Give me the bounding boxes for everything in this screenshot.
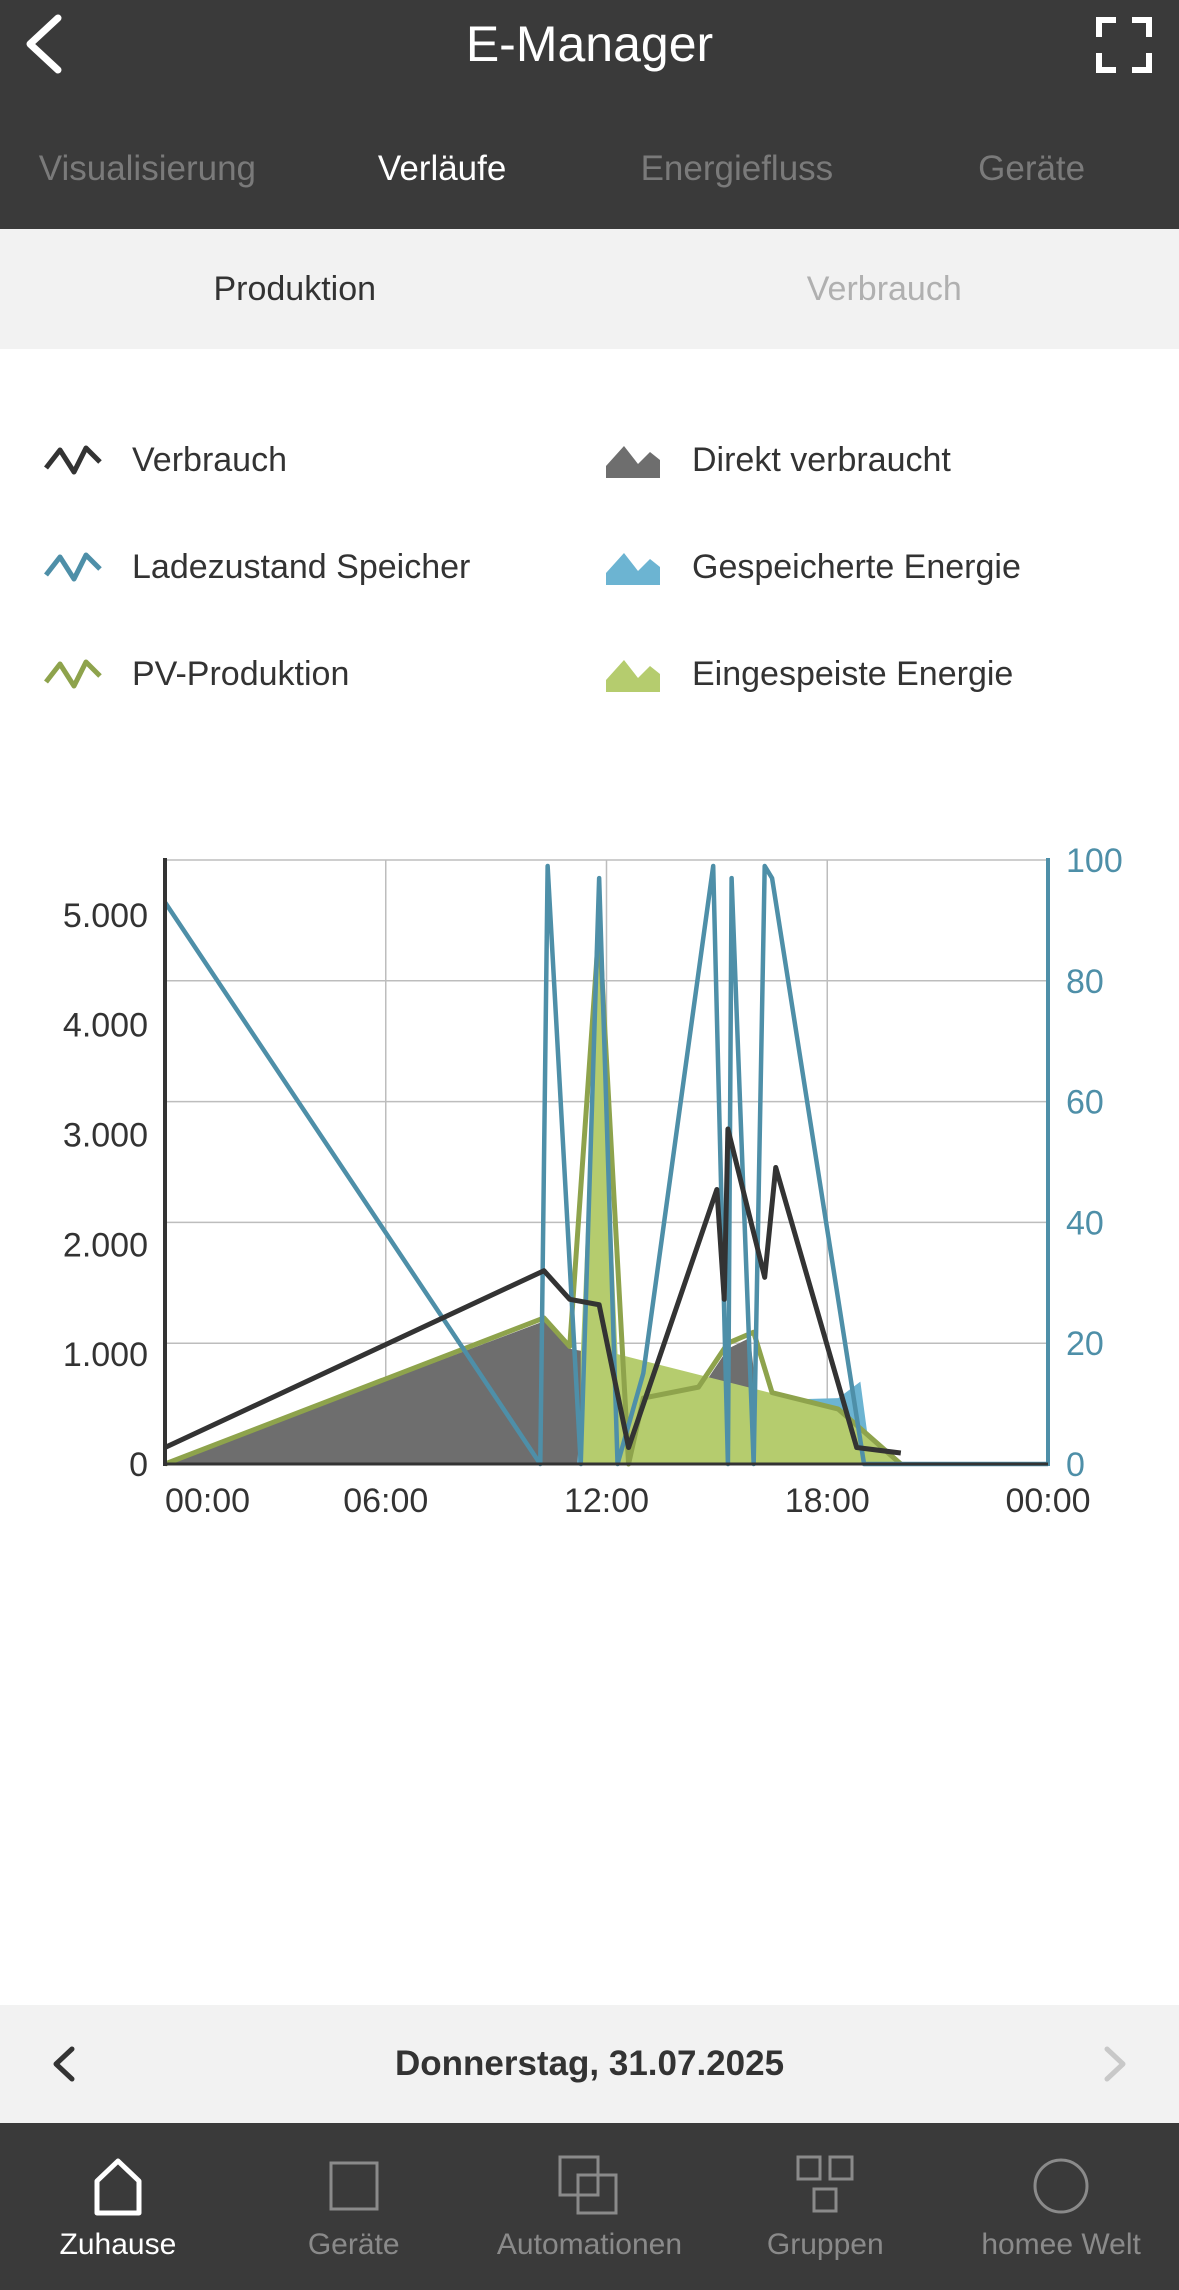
nav-geraete[interactable]: Geräte: [236, 2123, 472, 2290]
y-right-tick-label: 40: [1066, 1204, 1104, 1242]
date-navigation: Donnerstag, 31.07.2025: [0, 2005, 1179, 2123]
x-tick-label: 00:00: [1005, 1482, 1090, 1520]
sub-tabs: Produktion Verbrauch: [0, 229, 1179, 349]
legend-label: Gespeicherte Energie: [692, 547, 1021, 586]
chevron-left-icon: [26, 14, 62, 74]
legend-label: Ladezustand Speicher: [132, 547, 471, 586]
legend-label: Direkt verbraucht: [692, 440, 951, 479]
legend-label: PV-Produktion: [132, 654, 350, 693]
line-series-icon: [44, 552, 102, 582]
tab-energiefluss[interactable]: Energiefluss: [640, 149, 834, 188]
x-tick-label: 06:00: [343, 1482, 428, 1520]
page-title: E-Manager: [465, 16, 714, 72]
y-right-tick-label: 100: [1066, 842, 1123, 880]
tab-geraete[interactable]: Geräte: [978, 149, 1086, 188]
tab-visualisierung[interactable]: Visualisierung: [38, 149, 256, 188]
line-series-icon: [44, 445, 102, 475]
area-series-icon: [606, 446, 660, 478]
legend-label: Eingespeiste Energie: [692, 654, 1014, 693]
nav-homee-welt[interactable]: homee Welt: [943, 2123, 1179, 2290]
previous-day-button[interactable]: [40, 2039, 90, 2089]
nav-automationen[interactable]: Automationen: [472, 2123, 708, 2290]
line-series-icon: [44, 659, 102, 689]
y-left-tick-label: 4.000: [63, 1007, 148, 1045]
legend-item-eingespeiste-energie[interactable]: Eingespeiste Energie: [604, 644, 1013, 704]
nav-gruppen[interactable]: Gruppen: [707, 2123, 943, 2290]
line-series-verbrauch: [163, 1126, 902, 1456]
x-tick-label: 00:00: [165, 1482, 250, 1520]
chevron-left-icon: [53, 2046, 75, 2082]
legend-item-ladezustand[interactable]: Ladezustand Speicher: [44, 537, 470, 597]
energy-chart[interactable]: 0 1.000 2.000 3.000 4.000 5.000 0 20 40 60 80 100 00…: [0, 830, 1179, 1530]
nav-label: Zuhause: [59, 2228, 177, 2261]
y-left-tick-label: 2.000: [63, 1226, 148, 1264]
subtab-produktion[interactable]: Produktion: [213, 270, 377, 308]
device-icon: [329, 2161, 379, 2211]
x-tick-label: 12:00: [564, 1482, 649, 1520]
line-series-ladezustand-speicher: [163, 863, 1048, 1467]
y-right-tick-label: 60: [1066, 1084, 1104, 1122]
nav-label: Automationen: [496, 2228, 683, 2261]
fullscreen-button[interactable]: [1089, 10, 1159, 80]
line-series-pv-produktion: [164, 923, 903, 1467]
bottom-navigation: Zuhause Geräte Automationen Gruppen home…: [0, 2123, 1179, 2290]
legend-item-gespeicherte-energie[interactable]: Gespeicherte Energie: [604, 537, 1021, 597]
main-tabs: Visualisierung Verläufe Energiefluss Ger…: [0, 136, 1179, 202]
subtab-verbrauch[interactable]: Verbrauch: [806, 270, 962, 308]
chart-canvas: 0 1.000 2.000 3.000 4.000 5.000 0 20 40 60 80 100 00…: [63, 842, 1123, 1520]
automation-icon: [558, 2155, 618, 2215]
nav-label: homee Welt: [981, 2228, 1141, 2261]
world-icon: [1033, 2158, 1089, 2214]
nav-label: Geräte: [307, 2228, 400, 2261]
nav-zuhause[interactable]: Zuhause: [0, 2123, 236, 2290]
x-tick-label: 18:00: [785, 1482, 870, 1520]
y-left-tick-label: 3.000: [63, 1117, 148, 1155]
home-icon: [94, 2158, 142, 2216]
area-series-icon: [606, 553, 660, 585]
nav-label: Gruppen: [766, 2228, 884, 2261]
app-header: E-Manager Visualisierung Verläufe Energi…: [0, 0, 1179, 229]
y-right-tick-label: 20: [1066, 1325, 1104, 1363]
back-button[interactable]: [18, 10, 88, 80]
area-series-icon: [606, 660, 660, 692]
chevron-right-icon: [1104, 2046, 1126, 2082]
y-left-tick-label: 5.000: [63, 897, 148, 935]
groups-icon: [796, 2155, 854, 2213]
legend-label: Verbrauch: [132, 440, 287, 479]
y-right-tick-label: 80: [1066, 963, 1104, 1001]
selected-date: Donnerstag, 31.07.2025: [394, 2044, 785, 2083]
fullscreen-icon: [1096, 17, 1152, 73]
y-left-tick-label: 0: [129, 1446, 148, 1484]
tab-verlaeufe[interactable]: Verläufe: [377, 149, 507, 188]
y-right-tick-label: 0: [1066, 1446, 1085, 1484]
next-day-button[interactable]: [1089, 2039, 1139, 2089]
legend-item-pv-produktion[interactable]: PV-Produktion: [44, 644, 349, 704]
y-left-tick-label: 1.000: [63, 1336, 148, 1374]
area-series-eingespeiste-energie: [580, 925, 901, 1464]
legend-item-verbrauch[interactable]: Verbrauch: [44, 430, 287, 490]
legend-item-direkt-verbraucht[interactable]: Direkt verbraucht: [604, 430, 951, 490]
